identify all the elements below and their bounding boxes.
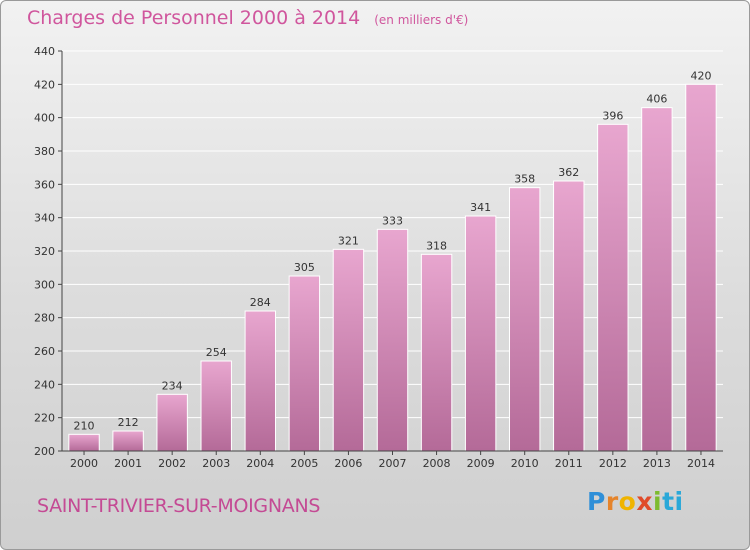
x-tick-label: 2008 <box>423 457 451 470</box>
x-tick-label: 2009 <box>467 457 495 470</box>
y-tick-label: 340 <box>34 212 55 225</box>
y-tick-label: 260 <box>34 345 55 358</box>
x-tick-label: 2002 <box>158 457 186 470</box>
bar-value-label: 234 <box>162 379 183 392</box>
bar-value-label: 212 <box>118 416 139 429</box>
y-tick-label: 200 <box>34 445 55 458</box>
logo-letter: i <box>653 487 663 516</box>
bar-value-label: 358 <box>514 173 535 186</box>
x-tick-label: 2003 <box>202 457 230 470</box>
x-tick-label: 2014 <box>687 457 715 470</box>
bar <box>156 393 188 452</box>
bars <box>68 83 717 452</box>
x-tick-label: 2007 <box>379 457 407 470</box>
labels: 200 220 240 260 280 300 320 340 360 380 400 420 440 2… <box>34 45 715 470</box>
bar <box>288 275 321 452</box>
x-tick-label: 2000 <box>70 457 98 470</box>
bar-value-label: 420 <box>690 69 711 82</box>
x-tick-label: 2013 <box>643 457 671 470</box>
bar <box>376 228 409 452</box>
proxiti-logo: Proxiti <box>587 487 684 516</box>
bar <box>597 123 629 452</box>
bar <box>464 215 497 452</box>
bar-value-label: 362 <box>558 166 579 179</box>
y-tick-label: 380 <box>34 145 55 158</box>
bar <box>685 83 717 452</box>
y-tick-label: 440 <box>34 45 55 58</box>
bar <box>332 248 365 452</box>
chart-subtitle: (en milliers d'€) <box>374 13 469 27</box>
logo-letter: x <box>636 487 653 516</box>
logo-letter: r <box>605 487 619 516</box>
bar-value-label: 210 <box>74 419 95 432</box>
chart-title: Charges de Personnel 2000 à 2014 (en mill… <box>27 7 468 29</box>
x-tick-label: 2011 <box>555 457 583 470</box>
bar <box>112 430 144 452</box>
x-tick-label: 2010 <box>511 457 539 470</box>
bar <box>508 187 541 452</box>
y-tick-label: 300 <box>34 278 55 291</box>
x-tick-label: 2006 <box>334 457 362 470</box>
bar-value-label: 321 <box>338 234 359 247</box>
bar-value-label: 284 <box>250 296 271 309</box>
x-tick-label: 2004 <box>246 457 274 470</box>
bar <box>200 360 232 452</box>
bar-value-label: 396 <box>602 109 623 122</box>
bar <box>244 310 277 452</box>
city-name: SAINT-TRIVIER-SUR-MOIGNANS <box>37 495 321 517</box>
bar <box>553 180 585 452</box>
chart-title-text: Charges de Personnel 2000 à 2014 <box>27 7 361 29</box>
logo-letter: P <box>587 487 606 516</box>
axes <box>58 50 723 455</box>
y-tick-label: 420 <box>34 78 55 91</box>
bar <box>420 253 453 452</box>
logo-letter: o <box>618 487 637 516</box>
x-tick-label: 2012 <box>599 457 627 470</box>
x-tick-label: 2005 <box>290 457 318 470</box>
bar-value-label: 305 <box>294 261 315 274</box>
bar-value-label: 333 <box>382 214 403 227</box>
bar-value-label: 341 <box>470 201 491 214</box>
bar-value-label: 406 <box>646 93 667 106</box>
bar-value-label: 254 <box>206 346 227 359</box>
x-tick-label: 2001 <box>114 457 142 470</box>
y-tick-label: 400 <box>34 112 55 125</box>
y-tick-label: 280 <box>34 312 55 325</box>
y-tick-label: 360 <box>34 178 55 191</box>
y-tick-label: 320 <box>34 245 55 258</box>
y-tick-label: 240 <box>34 378 55 391</box>
bar <box>641 107 673 452</box>
bar-value-label: 318 <box>426 239 447 252</box>
y-tick-label: 220 <box>34 412 55 425</box>
bar <box>68 433 100 452</box>
logo-letter: ti <box>662 487 684 516</box>
